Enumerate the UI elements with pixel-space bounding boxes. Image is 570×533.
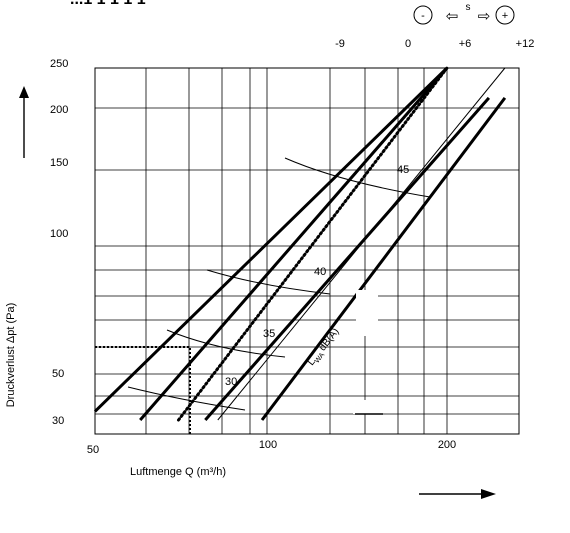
sound-curve-30 — [127, 386, 246, 411]
x-direction-arrow — [419, 489, 496, 499]
y-tick-label: 250 — [50, 58, 68, 70]
x-tick-label: 100 — [259, 439, 277, 451]
y-tick-label: 30 — [52, 415, 64, 427]
mask-patch — [356, 290, 378, 336]
series-line-1 — [93, 66, 449, 413]
plot-area — [94, 67, 520, 435]
plot-frame — [94, 67, 520, 435]
sound-label: 45 — [397, 164, 409, 176]
sound-axis-label: LWAdB(A) — [306, 326, 343, 369]
series-line-5 — [217, 67, 506, 421]
x-tick-label: 200 — [438, 439, 456, 451]
series-line-2 — [139, 67, 449, 421]
sound-label: 40 — [314, 266, 326, 278]
y-tick-label: 200 — [50, 104, 68, 116]
series-line-3 — [177, 66, 449, 422]
example-lookup-line — [95, 346, 191, 434]
grid — [95, 68, 519, 434]
minus-symbol: - — [421, 10, 425, 22]
plus-symbol: + — [502, 10, 508, 22]
header-title: ...1 1 1 1 1 — [70, 0, 146, 8]
s-label: s — [466, 2, 471, 13]
mask-patch — [353, 400, 383, 414]
series-group — [93, 66, 507, 422]
x-tick-label: 50 — [87, 444, 99, 456]
s-value: 0 — [405, 38, 411, 50]
sound-curve-35 — [166, 329, 286, 358]
x-tick-labels: 50 100 200 — [87, 439, 456, 456]
s-value: -9 — [335, 38, 345, 50]
y-tick-labels: 250 200 150 100 50 30 — [50, 58, 68, 427]
sound-axis-sub: WA — [314, 351, 327, 364]
sound-label: 30 — [225, 376, 237, 388]
x-axis-label: Luftmenge Q (m³/h) — [130, 466, 226, 478]
y-axis-label: Druckverlust Δpt (Pa) — [5, 303, 17, 408]
minus-circle-icon — [413, 5, 433, 25]
s-value: +6 — [459, 38, 472, 50]
plus-circle-icon — [495, 5, 515, 25]
y-tick-label: 150 — [50, 157, 68, 169]
sound-label: 35 — [263, 328, 275, 340]
y-direction-arrow — [19, 86, 29, 158]
arrow-right-icon: ⇨ — [478, 8, 491, 25]
arrow-left-icon: ⇦ — [446, 8, 459, 25]
sound-axis-L: L — [306, 356, 318, 368]
y-tick-label: 50 — [52, 368, 64, 380]
y-tick-label: 100 — [50, 228, 68, 240]
s-values: -9 0 +6 +12 — [335, 38, 534, 50]
sound-curves: 45 40 35 30 LWAdB(A) — [127, 157, 431, 411]
sound-curve-45 — [284, 157, 431, 198]
series-line-6 — [260, 96, 507, 421]
example-lookup — [95, 346, 191, 434]
s-value: +12 — [516, 38, 535, 50]
sound-curve-40 — [206, 269, 331, 295]
s-legend: - ⇦ s ⇨ + — [413, 2, 515, 25]
series-line-4 — [204, 96, 491, 421]
